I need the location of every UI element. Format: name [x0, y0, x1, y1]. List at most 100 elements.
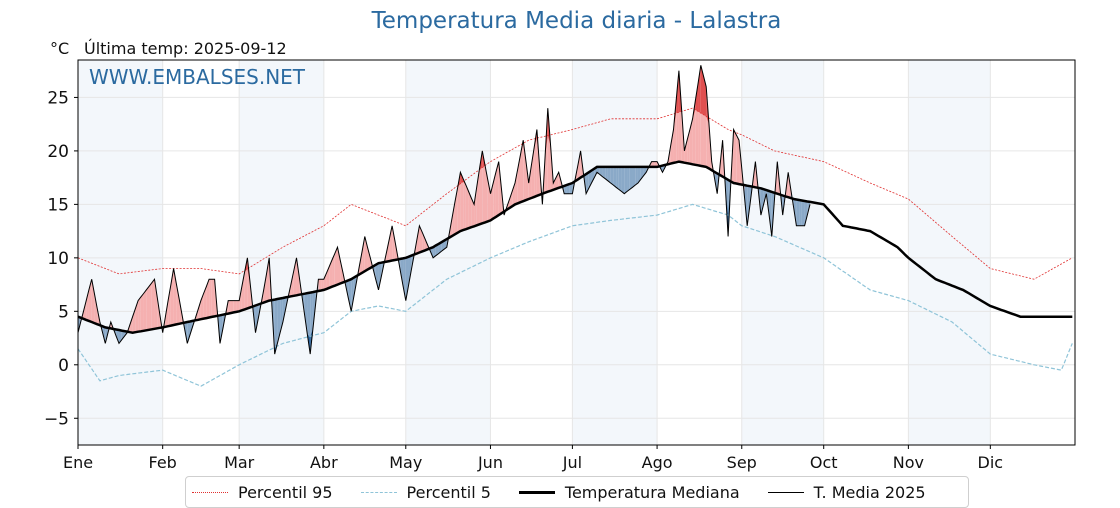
anomaly-above-fill	[525, 161, 529, 201]
anomaly-above-fill	[498, 161, 502, 216]
legend-label-current: T. Media 2025	[813, 482, 926, 502]
anomaly-above-fill	[520, 140, 524, 203]
anomaly-above-fill	[296, 257, 300, 296]
anomaly-above-fill	[512, 182, 516, 207]
legend-swatch-p5	[360, 491, 397, 493]
series-line-current	[77, 65, 811, 355]
x-tick-label: Mar	[224, 453, 255, 472]
anomaly-above-fill	[323, 272, 327, 290]
anomaly-above-fill	[206, 279, 210, 319]
anomaly-below-fill	[116, 329, 119, 344]
anomaly-below-fill	[403, 257, 406, 301]
anomaly-below-fill	[804, 200, 808, 226]
anomaly-below-fill	[621, 166, 625, 194]
month-band-2	[239, 60, 324, 445]
chart-legend: Percentil 95 Percentil 5 Temperatura Med…	[185, 476, 969, 508]
anomaly-below-fill	[378, 262, 382, 290]
series-line-median	[77, 160, 1073, 334]
anomaly-below-fill	[566, 183, 570, 194]
anomaly-below-fill	[602, 166, 606, 179]
anomaly-above-fill	[487, 179, 491, 222]
legend-item-p95: Percentil 95	[192, 483, 333, 502]
anomaly-above-fill	[484, 165, 488, 223]
anomaly-above-fill	[553, 177, 557, 190]
anomaly-above-fill	[228, 300, 231, 314]
anomaly-below-fill	[438, 242, 442, 254]
anomaly-above-fill	[291, 270, 294, 297]
anomaly-below-fill	[624, 166, 628, 194]
anomaly-below-fill	[635, 166, 638, 186]
anomaly-below-fill	[408, 255, 412, 286]
anomaly-above-fill	[509, 191, 513, 208]
x-tick-label: Dic	[978, 453, 1004, 472]
anomaly-above-fill	[577, 150, 581, 180]
anomaly-above-fill	[389, 225, 393, 262]
anomaly-below-fill	[220, 314, 223, 344]
anomaly-above-fill	[457, 172, 461, 233]
anomaly-above-fill	[151, 279, 155, 330]
anomaly-above-fill	[129, 316, 133, 333]
anomaly-above-fill	[536, 129, 540, 196]
anomaly-above-fill	[334, 247, 338, 286]
chart-title: Temperatura Media diaria - Lalastra	[371, 8, 782, 34]
anomaly-above-fill	[460, 172, 464, 232]
month-band-10	[908, 60, 991, 445]
anomaly-below-fill	[607, 166, 611, 183]
anomaly-above-fill	[233, 300, 237, 313]
anomaly-above-fill	[168, 284, 171, 327]
anomaly-below-fill	[747, 185, 750, 226]
anomaly-below-fill	[618, 166, 622, 192]
anomaly-above-fill	[367, 247, 371, 270]
anomaly-below-fill	[643, 166, 647, 176]
y-tick-label: 0	[58, 356, 69, 376]
x-tick-label: Oct	[810, 453, 838, 472]
anomaly-above-fill	[143, 289, 147, 331]
anomaly-above-fill	[736, 134, 740, 185]
anomaly-below-fill	[591, 168, 595, 183]
legend-item-median: Temperatura Mediana	[518, 482, 740, 502]
anomaly-below-fill	[599, 166, 603, 177]
anomaly-below-fill	[121, 330, 125, 340]
anomaly-above-fill	[321, 279, 324, 291]
anomaly-below-fill	[637, 166, 641, 183]
x-tick-label: Ene	[63, 453, 93, 472]
x-tick-label: Nov	[893, 453, 924, 472]
anomaly-below-fill	[274, 299, 278, 355]
anomaly-above-fill	[293, 257, 297, 296]
legend-swatch-p95	[192, 491, 228, 493]
y-tick-label: 10	[47, 249, 69, 269]
anomaly-above-fill	[241, 272, 245, 311]
anomaly-above-fill	[654, 161, 658, 167]
anomaly-below-fill	[351, 277, 354, 312]
anomaly-above-fill	[515, 168, 518, 205]
anomaly-above-fill	[176, 283, 180, 325]
legend-item-current: T. Media 2025	[767, 482, 926, 502]
y-tick-label: −5	[44, 409, 69, 429]
anomaly-below-fill	[613, 166, 617, 188]
anomaly-above-fill	[531, 147, 535, 198]
anomaly-below-fill	[433, 245, 436, 258]
anomaly-above-fill	[332, 253, 335, 287]
anomaly-above-fill	[452, 202, 455, 236]
anomaly-above-fill	[416, 225, 420, 254]
anomaly-below-fill	[441, 240, 445, 252]
anomaly-above-fill	[495, 161, 499, 217]
anomaly-above-fill	[94, 293, 98, 325]
anomaly-above-fill	[230, 300, 234, 314]
anomaly-above-fill	[83, 300, 87, 320]
series-line-p95	[77, 107, 1073, 280]
anomaly-above-fill	[651, 161, 655, 167]
month-band-8	[741, 60, 824, 445]
anomaly-below-fill	[586, 172, 589, 194]
anomaly-below-fill	[769, 191, 772, 237]
anomaly-above-fill	[209, 279, 212, 318]
legend-label-median: Temperatura Mediana	[564, 482, 740, 502]
anomaly-above-fill	[149, 282, 152, 330]
anomaly-above-fill	[198, 300, 201, 320]
anomaly-above-fill	[528, 165, 532, 200]
anomaly-below-fill	[616, 166, 619, 190]
legend-swatch-current	[767, 491, 804, 493]
anomaly-below-fill	[627, 166, 630, 192]
x-tick-label: May	[389, 453, 422, 472]
